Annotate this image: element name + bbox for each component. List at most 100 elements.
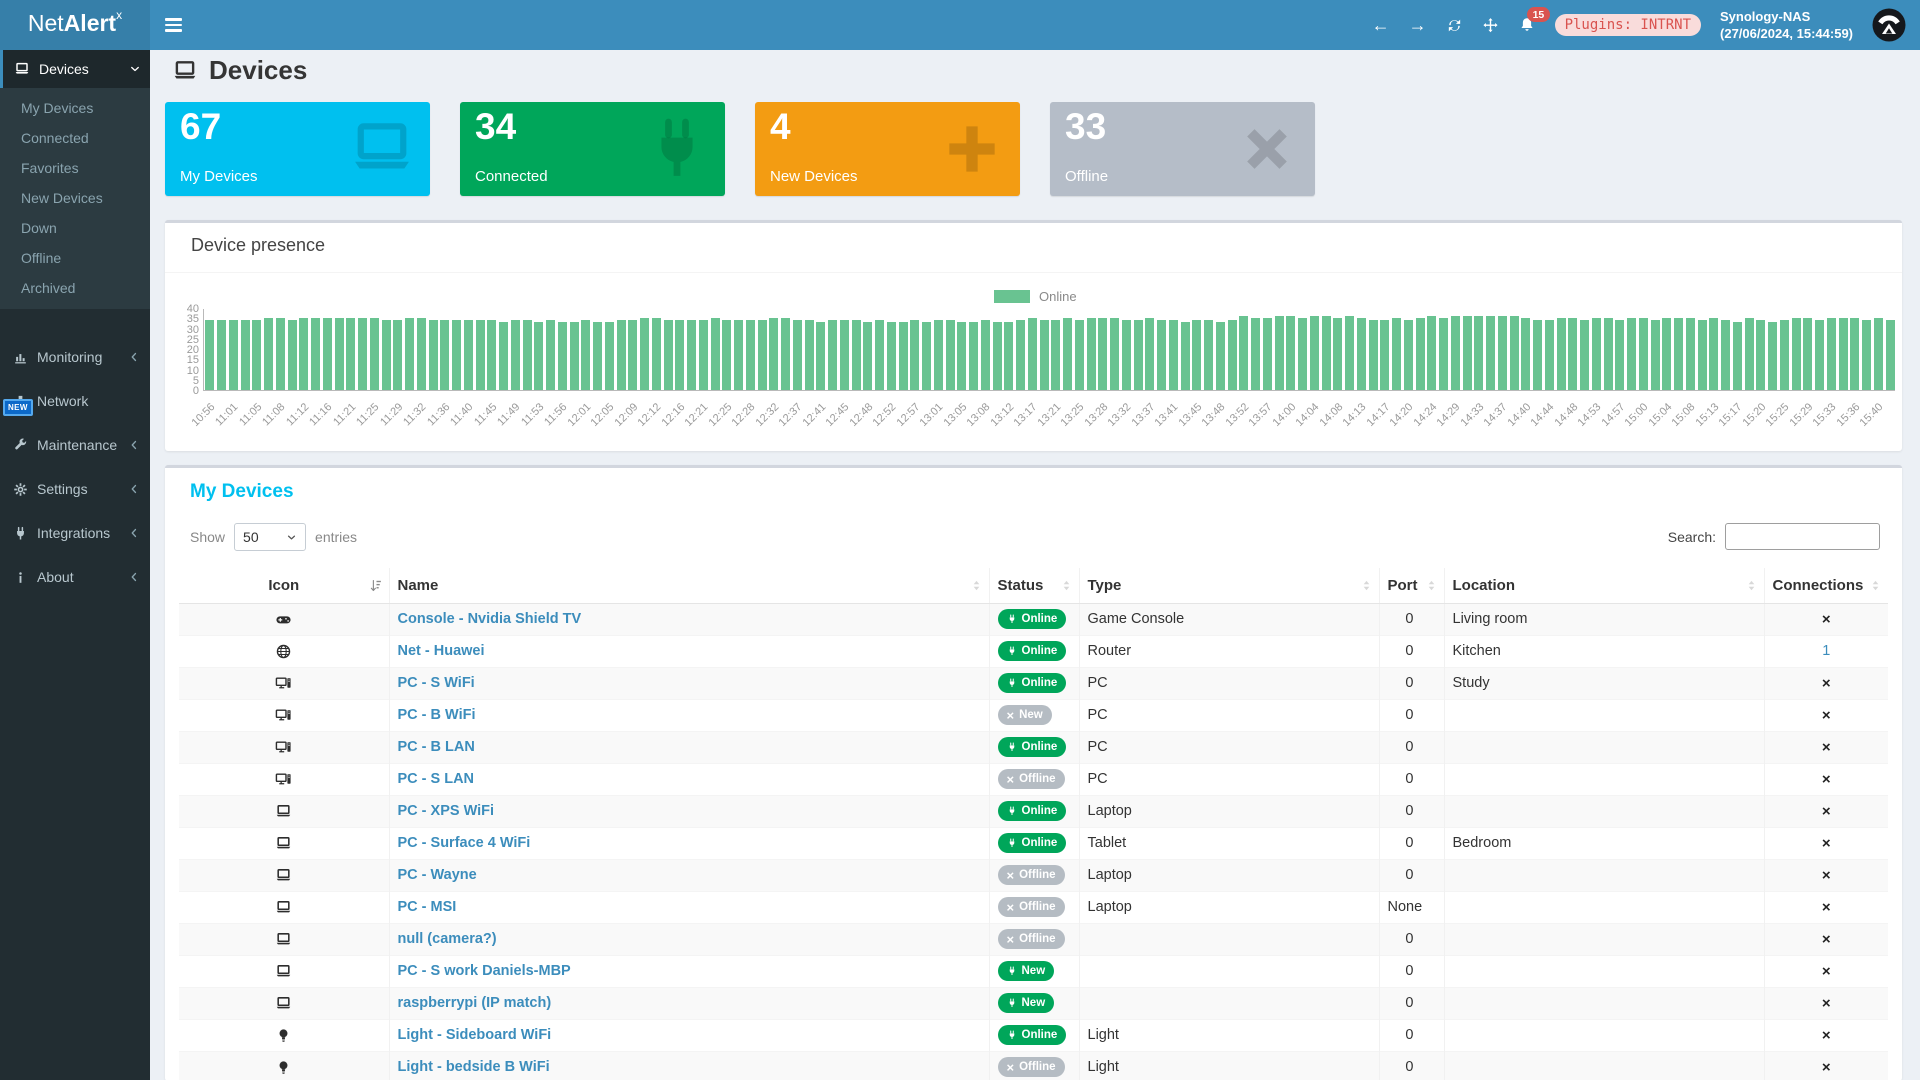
column-header-type[interactable]: Type: [1079, 568, 1380, 604]
presence-bar: [1251, 318, 1261, 390]
chevron-down-icon: [286, 532, 297, 543]
sidebar-item-maintenance[interactable]: NEW Maintenance: [0, 399, 150, 467]
column-header-port[interactable]: Port: [1379, 568, 1445, 604]
device-status-cell: × New: [989, 698, 1080, 731]
sidebar-item-about[interactable]: About: [0, 555, 150, 599]
search-input[interactable]: [1725, 523, 1880, 550]
device-name-link[interactable]: raspberrypi (IP match): [397, 995, 552, 1011]
presence-bar: [1204, 320, 1214, 390]
presence-bar: [1815, 320, 1825, 390]
stat-card-new-devices[interactable]: 4 New Devices: [755, 102, 1020, 196]
presence-bar: [1121, 320, 1131, 390]
y-tick-label: 20: [186, 344, 199, 356]
device-name-link[interactable]: PC - B WiFi: [397, 707, 476, 723]
device-icon-cell: [179, 762, 390, 795]
column-header-connections[interactable]: Connections: [1764, 568, 1888, 604]
device-port-cell: 0: [1379, 730, 1445, 763]
device-name-link[interactable]: Console - Nvidia Shield TV: [397, 611, 582, 627]
column-header-location[interactable]: Location: [1444, 568, 1765, 604]
stat-card-connected[interactable]: 34 Connected: [460, 102, 725, 196]
device-port-cell: 0: [1379, 986, 1445, 1019]
sidebar-item-monitoring[interactable]: Monitoring: [0, 335, 150, 379]
forward-arrow-icon[interactable]: →: [1408, 15, 1427, 35]
presence-bar: [593, 322, 603, 390]
presence-bar: [757, 320, 767, 390]
new-feature-badge: NEW: [3, 399, 33, 416]
status-label: Online: [1021, 677, 1058, 689]
device-icon-cell: [179, 794, 390, 827]
device-name-link[interactable]: PC - Wayne: [397, 867, 477, 883]
sidebar-item-my-devices[interactable]: My Devices: [21, 100, 94, 116]
refresh-icon[interactable]: [1446, 17, 1463, 34]
presence-bar: [1439, 318, 1449, 390]
table-row: PC - S work Daniels-MBP New 0 ×: [179, 954, 1888, 987]
move-icon[interactable]: [1482, 17, 1499, 34]
status-label: Offline: [1019, 773, 1056, 785]
presence-bar: [1133, 320, 1143, 390]
stat-label: My Devices: [180, 168, 258, 185]
page-size-select[interactable]: 50: [234, 523, 307, 551]
y-tick-label: 15: [186, 354, 199, 367]
device-name-link[interactable]: Light - bedside B WiFi: [397, 1059, 550, 1076]
presence-bar: [1650, 320, 1660, 390]
presence-bar: [1885, 320, 1895, 390]
device-type-cell: PC: [1079, 698, 1380, 731]
sidebar-toggle-button[interactable]: [150, 0, 196, 50]
presence-bar: [1509, 316, 1519, 390]
sidebar-item-new-devices[interactable]: New Devices: [21, 190, 103, 206]
column-header-icon[interactable]: Icon: [179, 568, 390, 604]
desktop-icon: [275, 771, 292, 787]
no-connections-x: ×: [1821, 834, 1831, 852]
sidebar-item-integrations[interactable]: Integrations: [0, 511, 150, 555]
presence-bar: [1615, 320, 1625, 390]
y-tick-label: 5: [192, 374, 199, 387]
notifications-bell[interactable]: 15: [1518, 7, 1551, 34]
device-connections-cell: ×: [1764, 666, 1888, 699]
stat-card-my-devices[interactable]: 67 My Devices: [165, 102, 430, 196]
connections-link[interactable]: 1: [1822, 643, 1831, 659]
presence-bar: [1486, 316, 1496, 390]
device-name-link[interactable]: PC - Surface 4 WiFi: [397, 835, 531, 851]
stat-label: Connected: [475, 168, 548, 185]
column-header-name[interactable]: Name: [389, 568, 990, 604]
sidebar-item-favorites[interactable]: Favorites: [21, 160, 79, 176]
column-header-status[interactable]: Status: [989, 568, 1080, 604]
device-name-link[interactable]: PC - XPS WiFi: [397, 803, 495, 819]
plugins-status-badge[interactable]: Plugins: INTRNT: [1554, 14, 1702, 36]
presence-bar: [663, 320, 673, 390]
notification-count-badge: 15: [1526, 7, 1551, 22]
sidebar-item-archived[interactable]: Archived: [21, 280, 76, 296]
stat-card-offline[interactable]: 33 Offline: [1050, 102, 1315, 196]
sidebar-item-devices[interactable]: Devices: [0, 50, 150, 88]
device-location-cell: [1444, 986, 1765, 1019]
device-presence-panel: Device presence Online 40 35 30 25 20 15 10 5 0 …: [165, 220, 1902, 451]
device-type-cell: Laptop: [1079, 858, 1380, 891]
device-name-link[interactable]: PC - MSI: [397, 899, 457, 915]
device-name-link[interactable]: Net - Huawei: [397, 643, 485, 659]
device-port-cell: 0: [1379, 794, 1445, 827]
presence-bar: [687, 320, 697, 390]
chart-legend: Online: [994, 289, 1077, 304]
sidebar-item-settings[interactable]: Settings: [0, 467, 150, 511]
device-connections-cell: 1: [1764, 634, 1888, 667]
back-arrow-icon[interactable]: ←: [1371, 15, 1390, 35]
device-name-link[interactable]: null (camera?): [397, 931, 497, 947]
device-location-cell: Bedroom: [1444, 826, 1765, 859]
device-name-cell: Light - bedside B WiFi: [389, 1050, 990, 1080]
device-name-link[interactable]: PC - S LAN: [397, 771, 475, 787]
sidebar-item-offline[interactable]: Offline: [21, 250, 62, 266]
device-name-link[interactable]: PC - B LAN: [397, 739, 475, 755]
sidebar-item-label: About: [37, 569, 74, 585]
presence-bar: [1838, 318, 1848, 390]
sidebar-item-down[interactable]: Down: [21, 220, 57, 236]
user-avatar[interactable]: [1872, 8, 1906, 42]
brand-logo[interactable]: Net Alert x: [0, 0, 150, 50]
laptop-icon: [14, 61, 30, 77]
chevron-left-icon: [128, 439, 140, 451]
sidebar-item-connected[interactable]: Connected: [21, 130, 89, 146]
device-name-link[interactable]: PC - S work Daniels-MBP: [397, 963, 571, 979]
device-connections-cell: ×: [1764, 730, 1888, 763]
device-name-link[interactable]: Light - Sideboard WiFi: [397, 1027, 552, 1043]
device-name-link[interactable]: PC - S WiFi: [397, 675, 475, 691]
presence-bar: [1768, 322, 1778, 390]
